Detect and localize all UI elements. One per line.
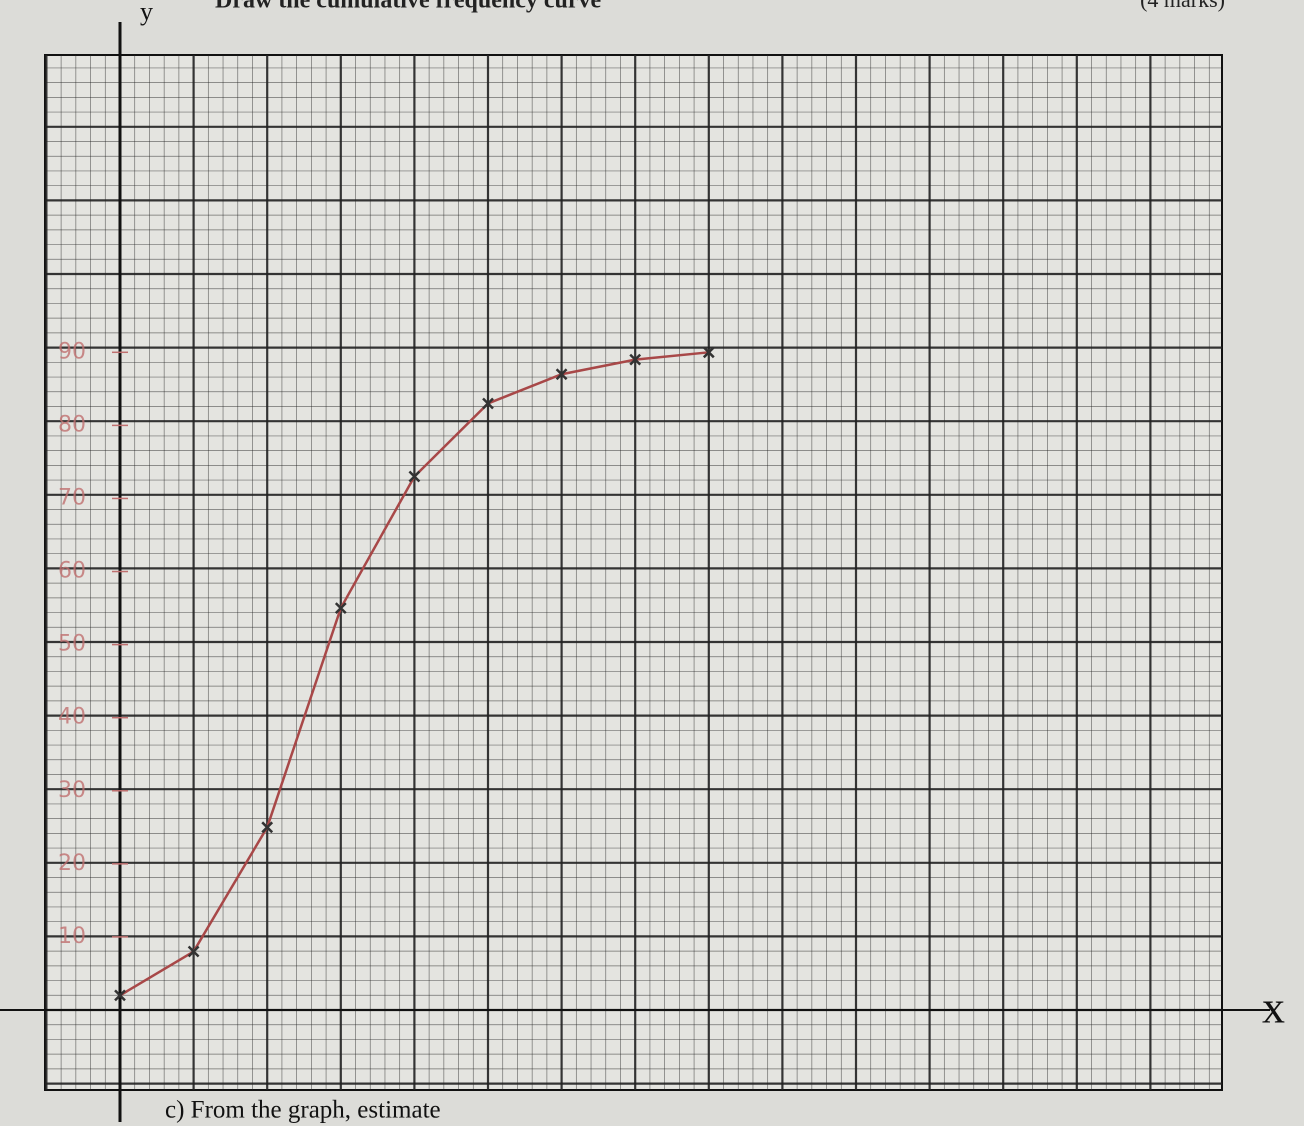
y-tick-label: 70 <box>58 485 86 510</box>
paper-area <box>45 55 1222 1090</box>
page: Draw the cumulative frequency curve (4 m… <box>0 0 1304 1126</box>
y-tick-label: 10 <box>58 924 86 949</box>
marks: (4 marks) <box>1140 0 1225 12</box>
instruction: Draw the cumulative frequency curve <box>215 0 601 14</box>
question: c) From the graph, estimate <box>165 1097 441 1124</box>
y-tick-label: 20 <box>58 851 86 876</box>
y-tick-label: 50 <box>58 632 86 657</box>
y-tick-label: 40 <box>58 705 86 730</box>
y-tick-label: 90 <box>58 339 86 364</box>
y-tick-label: 80 <box>58 412 86 437</box>
y-tick-label: 60 <box>58 559 86 584</box>
y-axis-label: y <box>140 0 153 26</box>
graph-paper <box>45 55 1222 1090</box>
y-tick-label: 30 <box>58 778 86 803</box>
x-axis-label: x <box>1262 982 1285 1033</box>
